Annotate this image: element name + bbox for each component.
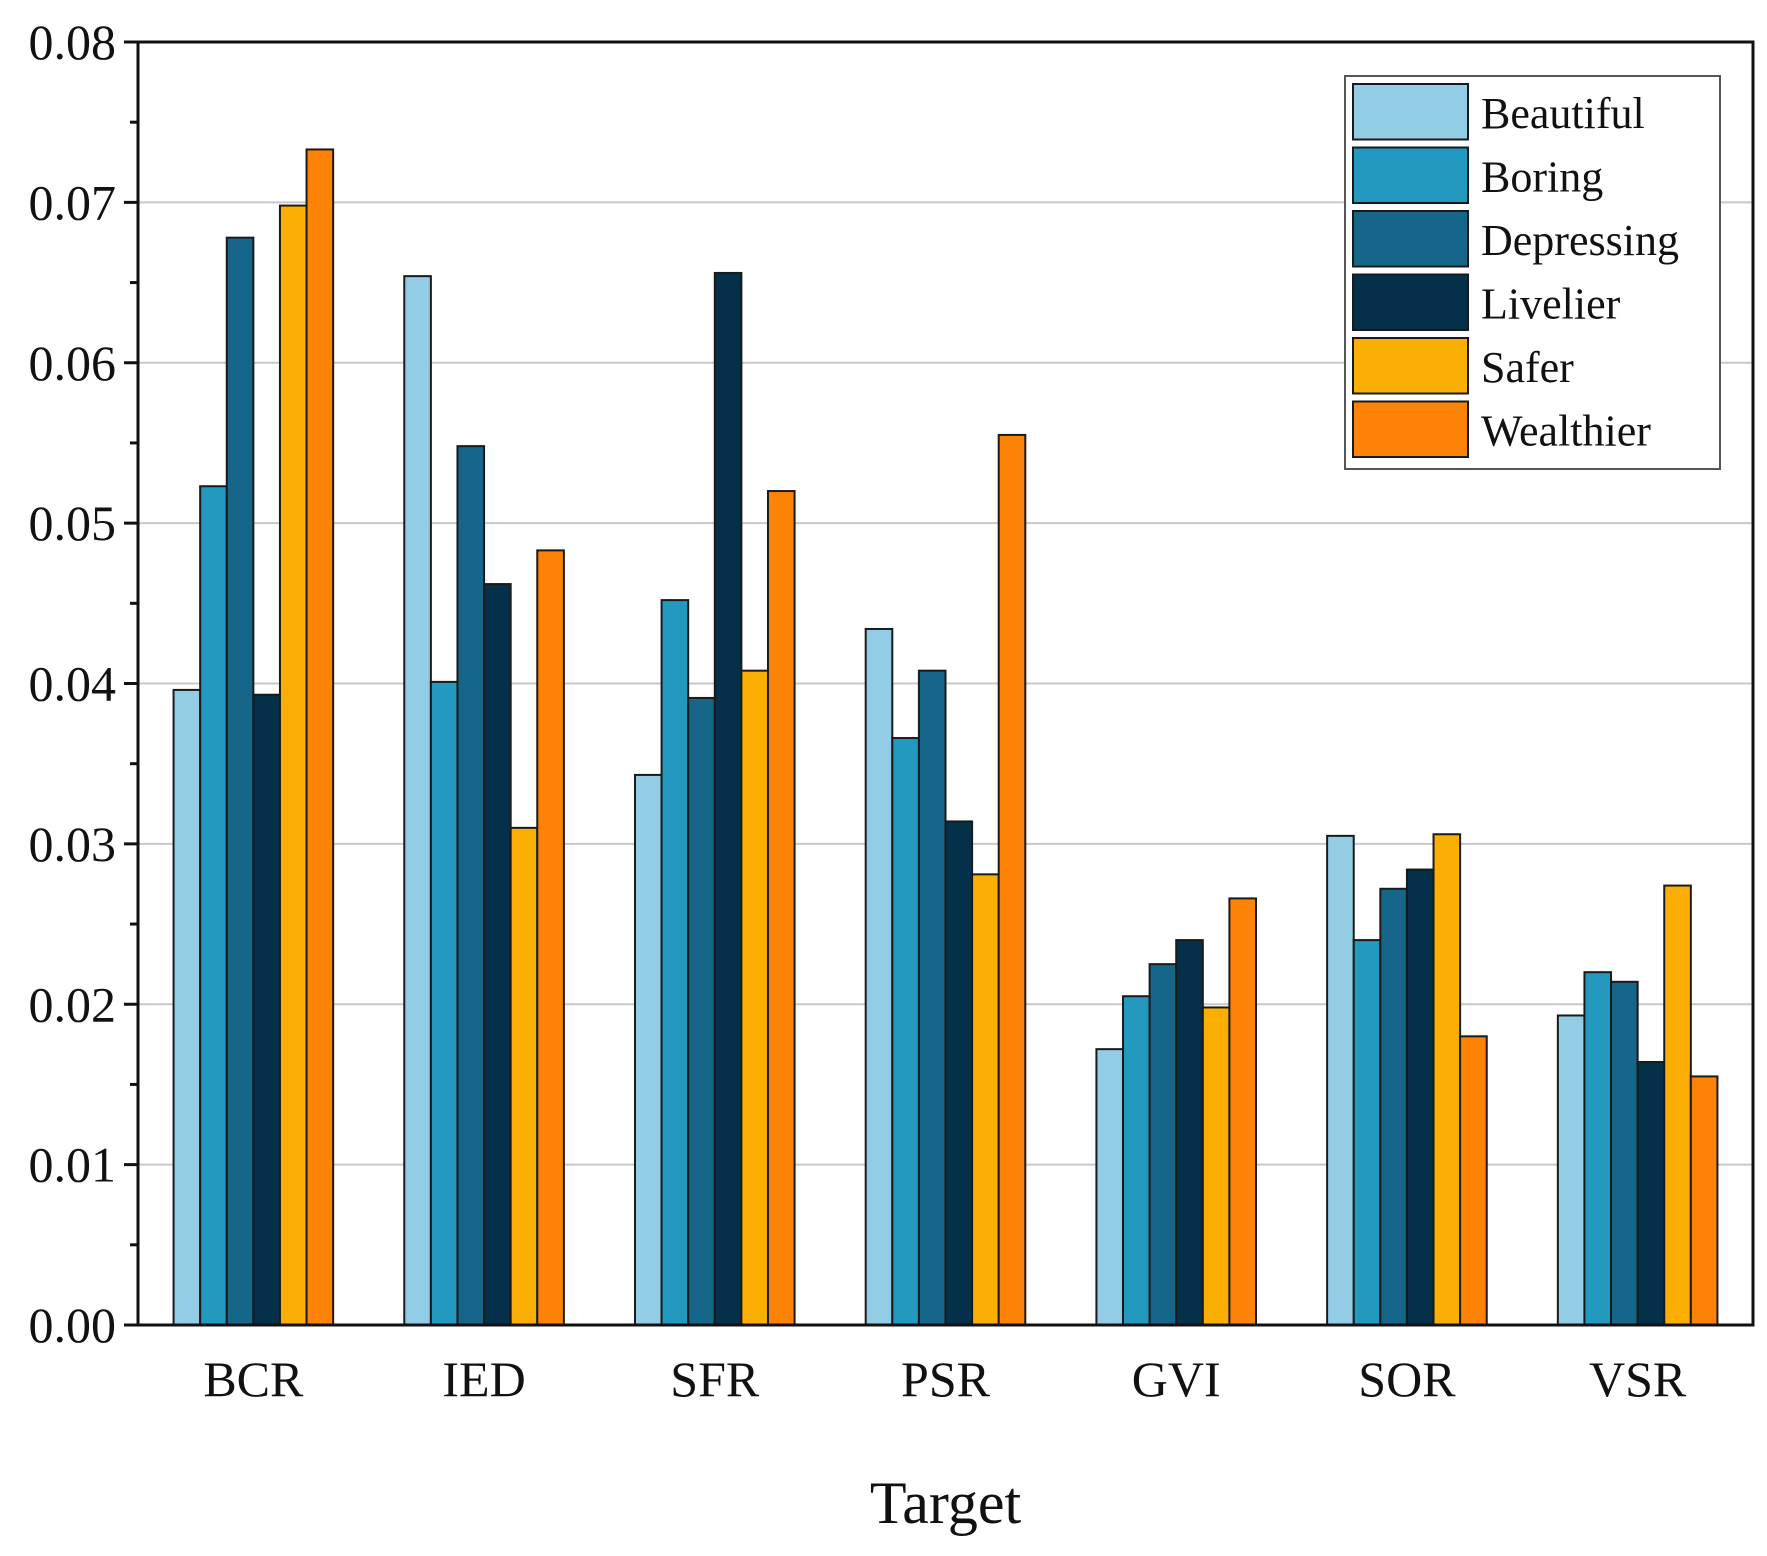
legend-label-beautiful: Beautiful xyxy=(1481,89,1645,138)
bar-sfr-depressing xyxy=(687,696,716,1326)
bar-sor-boring xyxy=(1352,939,1382,1326)
bar-psr-boring xyxy=(891,737,920,1326)
x-tick-label: SFR xyxy=(670,1351,760,1407)
legend-label-wealthier: Wealthier xyxy=(1481,406,1651,455)
x-tick-label: IED xyxy=(442,1351,525,1407)
legend-label-boring: Boring xyxy=(1481,152,1603,201)
x-tick-label: GVI xyxy=(1132,1351,1221,1407)
bar-psr-livelier xyxy=(944,820,974,1326)
bar-gvi-depressing xyxy=(1148,963,1178,1326)
bar-ied-beautiful xyxy=(403,275,432,1327)
bar-gvi-wealthier xyxy=(1228,897,1258,1327)
y-tick-label: 0.08 xyxy=(29,14,117,70)
bar-ied-safer xyxy=(509,826,539,1327)
bar-bcr-safer xyxy=(278,204,308,1326)
legend-swatch-wealthier xyxy=(1352,400,1469,458)
legend: Beautiful Boring Depressing Livelier Safer We… xyxy=(1344,75,1721,470)
bar-vsr-wealthier xyxy=(1689,1075,1719,1326)
bar-vsr-depressing xyxy=(1610,980,1639,1326)
y-tick-label: 0.01 xyxy=(29,1137,117,1193)
bar-ied-boring xyxy=(429,680,459,1326)
bar-bcr-wealthier xyxy=(305,148,335,1326)
bar-sfr-wealthier xyxy=(766,490,796,1326)
x-axis-title: Target xyxy=(870,1470,1022,1536)
bar-sfr-livelier xyxy=(713,271,743,1327)
bar-psr-depressing xyxy=(917,669,947,1326)
bar-sor-beautiful xyxy=(1326,834,1355,1326)
bar-vsr-livelier xyxy=(1636,1060,1666,1326)
bar-sfr-beautiful xyxy=(633,773,663,1326)
bars xyxy=(172,148,1719,1327)
legend-swatch-beautiful xyxy=(1352,83,1469,141)
bar-psr-safer xyxy=(971,873,1000,1326)
legend-swatch-boring xyxy=(1352,146,1469,204)
y-tick-label: 0.04 xyxy=(29,656,117,712)
legend-swatch-depressing xyxy=(1352,210,1469,268)
legend-label-livelier: Livelier xyxy=(1481,279,1621,328)
bar-psr-wealthier xyxy=(997,433,1027,1326)
x-tick-labels: BCR IED SFR PSR GVI SOR VSR xyxy=(203,1351,1687,1407)
bar-bcr-boring xyxy=(199,485,228,1326)
legend-swatch-safer xyxy=(1352,337,1469,395)
legend-swatch-livelier xyxy=(1352,273,1469,331)
bar-vsr-beautiful xyxy=(1556,1014,1586,1326)
bar-sfr-boring xyxy=(660,599,690,1326)
y-tick-label: 0.06 xyxy=(29,335,117,391)
x-tick-label: PSR xyxy=(901,1351,991,1407)
bar-gvi-boring xyxy=(1122,995,1151,1326)
bar-gvi-beautiful xyxy=(1095,1048,1125,1327)
x-tick-label: SOR xyxy=(1358,1351,1456,1407)
bar-bcr-livelier xyxy=(252,693,281,1326)
bar-ied-depressing xyxy=(456,445,486,1326)
bar-ied-wealthier xyxy=(536,549,565,1326)
legend-label-safer: Safer xyxy=(1481,343,1574,392)
bar-sor-safer xyxy=(1432,833,1462,1326)
bar-vsr-boring xyxy=(1583,971,1613,1326)
x-tick-label: VSR xyxy=(1589,1351,1687,1407)
bar-vsr-safer xyxy=(1663,884,1692,1326)
bar-gvi-livelier xyxy=(1175,939,1204,1326)
y-tick-label: 0.02 xyxy=(29,976,117,1032)
bar-bcr-beautiful xyxy=(172,688,202,1326)
bar-gvi-safer xyxy=(1201,1006,1231,1327)
y-tick-label: 0.05 xyxy=(29,495,117,551)
bar-ied-livelier xyxy=(483,583,512,1326)
legend-label-depressing: Depressing xyxy=(1481,216,1679,265)
bar-sfr-safer xyxy=(740,669,769,1326)
bar-psr-beautiful xyxy=(864,627,894,1326)
x-tick-label: BCR xyxy=(203,1351,304,1407)
y-tick-labels: 0.00 0.01 0.02 0.03 0.04 0.05 0.06 0.07 0.08 xyxy=(29,14,117,1353)
bar-sor-wealthier xyxy=(1459,1035,1488,1326)
y-tick-label: 0.07 xyxy=(29,174,117,230)
bar-sor-livelier xyxy=(1405,868,1435,1326)
plot-frame xyxy=(136,40,1755,1327)
bar-bcr-depressing xyxy=(225,236,255,1327)
y-tick-label: 0.03 xyxy=(29,816,117,872)
bar-sor-depressing xyxy=(1379,887,1408,1327)
axes xyxy=(124,40,1755,1327)
y-tick-label: 0.00 xyxy=(29,1297,117,1353)
